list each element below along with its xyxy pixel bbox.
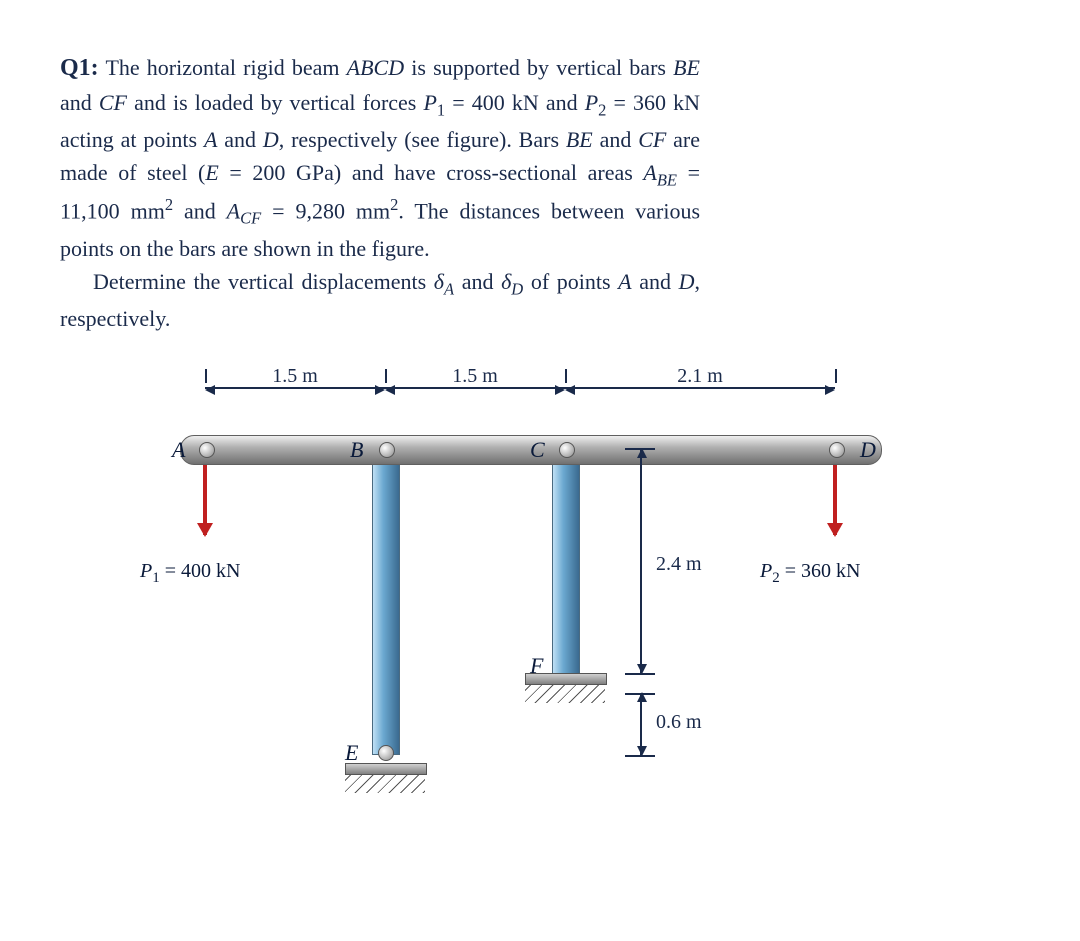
- E-symbol: E: [205, 160, 218, 185]
- dA-symbol: δ: [434, 269, 444, 294]
- text: and: [60, 90, 99, 115]
- dim-AB: 1.5 m: [205, 387, 385, 389]
- Abe-symbol: A: [643, 160, 656, 185]
- p1-symbol: P: [423, 90, 436, 115]
- label-B: B: [350, 437, 363, 463]
- text: =: [219, 160, 253, 185]
- dim-AB-label: 1.5 m: [272, 365, 318, 388]
- pin-C: [559, 442, 575, 458]
- text: acting at points: [60, 127, 204, 152]
- label-A: A: [172, 437, 185, 463]
- label-D: D: [860, 437, 876, 463]
- pin-E: [378, 745, 394, 761]
- Abe-sub: BE: [657, 171, 677, 190]
- pt-D-2: D: [679, 269, 695, 294]
- problem-statement: Q1: The horizontal rigid beam ABCD is su…: [60, 50, 700, 335]
- pin-A: [199, 442, 215, 458]
- dD-symbol: δ: [501, 269, 511, 294]
- bar-CF: CF: [99, 90, 127, 115]
- beam-name: ABCD: [347, 55, 404, 80]
- text: and: [454, 269, 501, 294]
- dimension-row: 1.5 m 1.5 m 2.1 m: [180, 375, 940, 405]
- label-C: C: [530, 437, 545, 463]
- text: =: [606, 90, 633, 115]
- Acf-sub: CF: [240, 209, 261, 228]
- ground-E: [345, 763, 425, 793]
- text: steel (: [147, 160, 205, 185]
- dA-sub: A: [444, 279, 454, 298]
- text: . The distances: [398, 199, 540, 224]
- text: of: [523, 269, 549, 294]
- text: points: [557, 269, 618, 294]
- bar-BE-2: BE: [566, 127, 593, 152]
- text: and: [173, 199, 227, 224]
- Acf-value: 9,280 mm: [295, 199, 390, 224]
- text: ,: [279, 127, 285, 152]
- text: and: [632, 269, 679, 294]
- text: ) and have cross-sectional areas: [334, 160, 643, 185]
- dD-sub: D: [511, 279, 523, 298]
- figure-diagram: 1.5 m 1.5 m 2.1 m A B C D E F: [180, 375, 940, 855]
- sq: 2: [165, 195, 173, 214]
- vdim-CF-label: 2.4 m: [656, 553, 702, 576]
- vdim-EF-label: 0.6 m: [656, 711, 702, 734]
- force-P1-label: P1 = 400 kN: [140, 560, 240, 587]
- Abe-value: 11,100 mm: [60, 199, 165, 224]
- text: and: [539, 90, 585, 115]
- p1-sub: 1: [437, 100, 445, 119]
- vdim-CF: [640, 449, 642, 673]
- force-P2: [833, 465, 837, 535]
- force-P1: [203, 465, 207, 535]
- text: Determine the vertical displacements: [93, 269, 434, 294]
- text: vertical bars: [556, 55, 673, 80]
- p2-value: 360 kN: [633, 90, 700, 115]
- E-value: 200 GPa: [252, 160, 333, 185]
- text: The horizontal rigid beam: [105, 55, 346, 80]
- force-P2-label: P2 = 360 kN: [760, 560, 860, 587]
- question-label: Q1:: [60, 55, 99, 81]
- dim-BC-label: 1.5 m: [452, 365, 498, 388]
- bar-CF-2: CF: [638, 127, 666, 152]
- p1-value: 400 kN: [472, 90, 539, 115]
- p2-symbol: P: [585, 90, 598, 115]
- pt-A: A: [204, 127, 217, 152]
- text: and: [217, 127, 262, 152]
- pt-A-2: A: [618, 269, 631, 294]
- dim-CD: 2.1 m: [565, 387, 835, 389]
- Acf-symbol: A: [227, 199, 240, 224]
- bar-CF-graphic: [552, 453, 580, 675]
- dim-BC: 1.5 m: [385, 387, 565, 389]
- text: =: [445, 90, 472, 115]
- bar-BE: BE: [673, 55, 700, 80]
- pt-D: D: [263, 127, 279, 152]
- pin-D: [829, 442, 845, 458]
- dim-CD-label: 2.1 m: [677, 365, 723, 388]
- text: and: [593, 127, 638, 152]
- text: =: [261, 199, 295, 224]
- vdim-EF: [640, 693, 642, 755]
- text: and is loaded by vertical forces: [127, 90, 423, 115]
- pin-B: [379, 442, 395, 458]
- bar-BE-graphic: [372, 453, 400, 755]
- text: =: [677, 160, 700, 185]
- text: is supported by: [404, 55, 549, 80]
- text: respectively (see figure). Bars: [291, 127, 566, 152]
- ground-F: [525, 673, 605, 703]
